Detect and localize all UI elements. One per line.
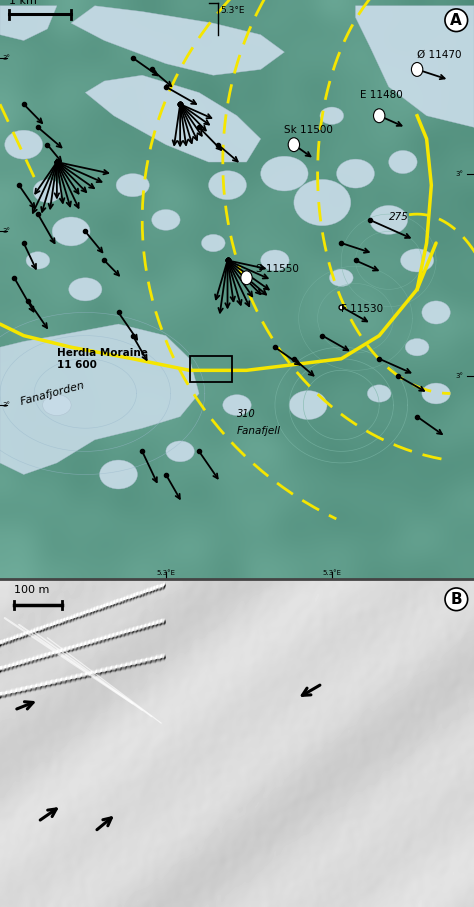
- Circle shape: [288, 138, 300, 151]
- Polygon shape: [0, 324, 199, 474]
- Text: E 11480: E 11480: [360, 91, 403, 101]
- Text: 1 km: 1 km: [9, 0, 37, 5]
- Text: Fanafjell: Fanafjell: [237, 426, 281, 436]
- Ellipse shape: [401, 249, 434, 272]
- Ellipse shape: [405, 338, 429, 356]
- Ellipse shape: [223, 395, 251, 415]
- Text: B: B: [450, 591, 462, 607]
- Ellipse shape: [389, 151, 417, 173]
- Text: 100 m: 100 m: [14, 585, 50, 595]
- Ellipse shape: [52, 217, 90, 246]
- Ellipse shape: [26, 252, 50, 269]
- Ellipse shape: [422, 301, 450, 324]
- Ellipse shape: [201, 234, 225, 252]
- Ellipse shape: [116, 173, 149, 197]
- Text: S 11550: S 11550: [256, 264, 299, 274]
- Ellipse shape: [261, 250, 289, 271]
- Ellipse shape: [367, 385, 391, 402]
- Ellipse shape: [320, 107, 344, 124]
- Text: F 11530: F 11530: [341, 305, 383, 315]
- Ellipse shape: [33, 180, 62, 202]
- Ellipse shape: [5, 131, 43, 159]
- Text: 3°: 3°: [456, 171, 464, 177]
- Text: Ø 11470: Ø 11470: [417, 50, 462, 60]
- Text: 3°: 3°: [456, 373, 464, 379]
- Ellipse shape: [289, 391, 327, 420]
- Ellipse shape: [422, 383, 450, 404]
- Ellipse shape: [100, 460, 137, 489]
- Ellipse shape: [152, 210, 180, 230]
- Polygon shape: [71, 5, 284, 75]
- Text: 310: 310: [237, 409, 256, 419]
- Polygon shape: [356, 5, 474, 127]
- Ellipse shape: [43, 395, 71, 415]
- Circle shape: [411, 63, 423, 76]
- Ellipse shape: [329, 269, 353, 287]
- Text: 3°: 3°: [2, 402, 10, 408]
- Bar: [190, 356, 232, 382]
- Polygon shape: [85, 75, 261, 162]
- Ellipse shape: [370, 205, 408, 234]
- Text: 5.3°E: 5.3°E: [322, 570, 341, 576]
- Ellipse shape: [261, 156, 308, 191]
- Text: Sk 11500: Sk 11500: [284, 125, 333, 135]
- Text: Fanafjorden: Fanafjorden: [19, 380, 86, 407]
- Circle shape: [374, 109, 385, 122]
- Ellipse shape: [337, 159, 374, 188]
- Ellipse shape: [209, 171, 246, 200]
- Circle shape: [241, 271, 252, 285]
- Text: 3°: 3°: [2, 54, 10, 61]
- Text: 275: 275: [389, 212, 409, 222]
- Ellipse shape: [294, 180, 351, 226]
- Text: 3°: 3°: [2, 229, 10, 235]
- Text: Herdla Moraine
11 600: Herdla Moraine 11 600: [57, 348, 148, 369]
- Text: 5.3°E: 5.3°E: [156, 570, 175, 576]
- Ellipse shape: [69, 278, 102, 301]
- Ellipse shape: [166, 441, 194, 462]
- Text: 5.3°E: 5.3°E: [220, 5, 245, 15]
- Text: A: A: [450, 13, 462, 28]
- Polygon shape: [0, 5, 57, 41]
